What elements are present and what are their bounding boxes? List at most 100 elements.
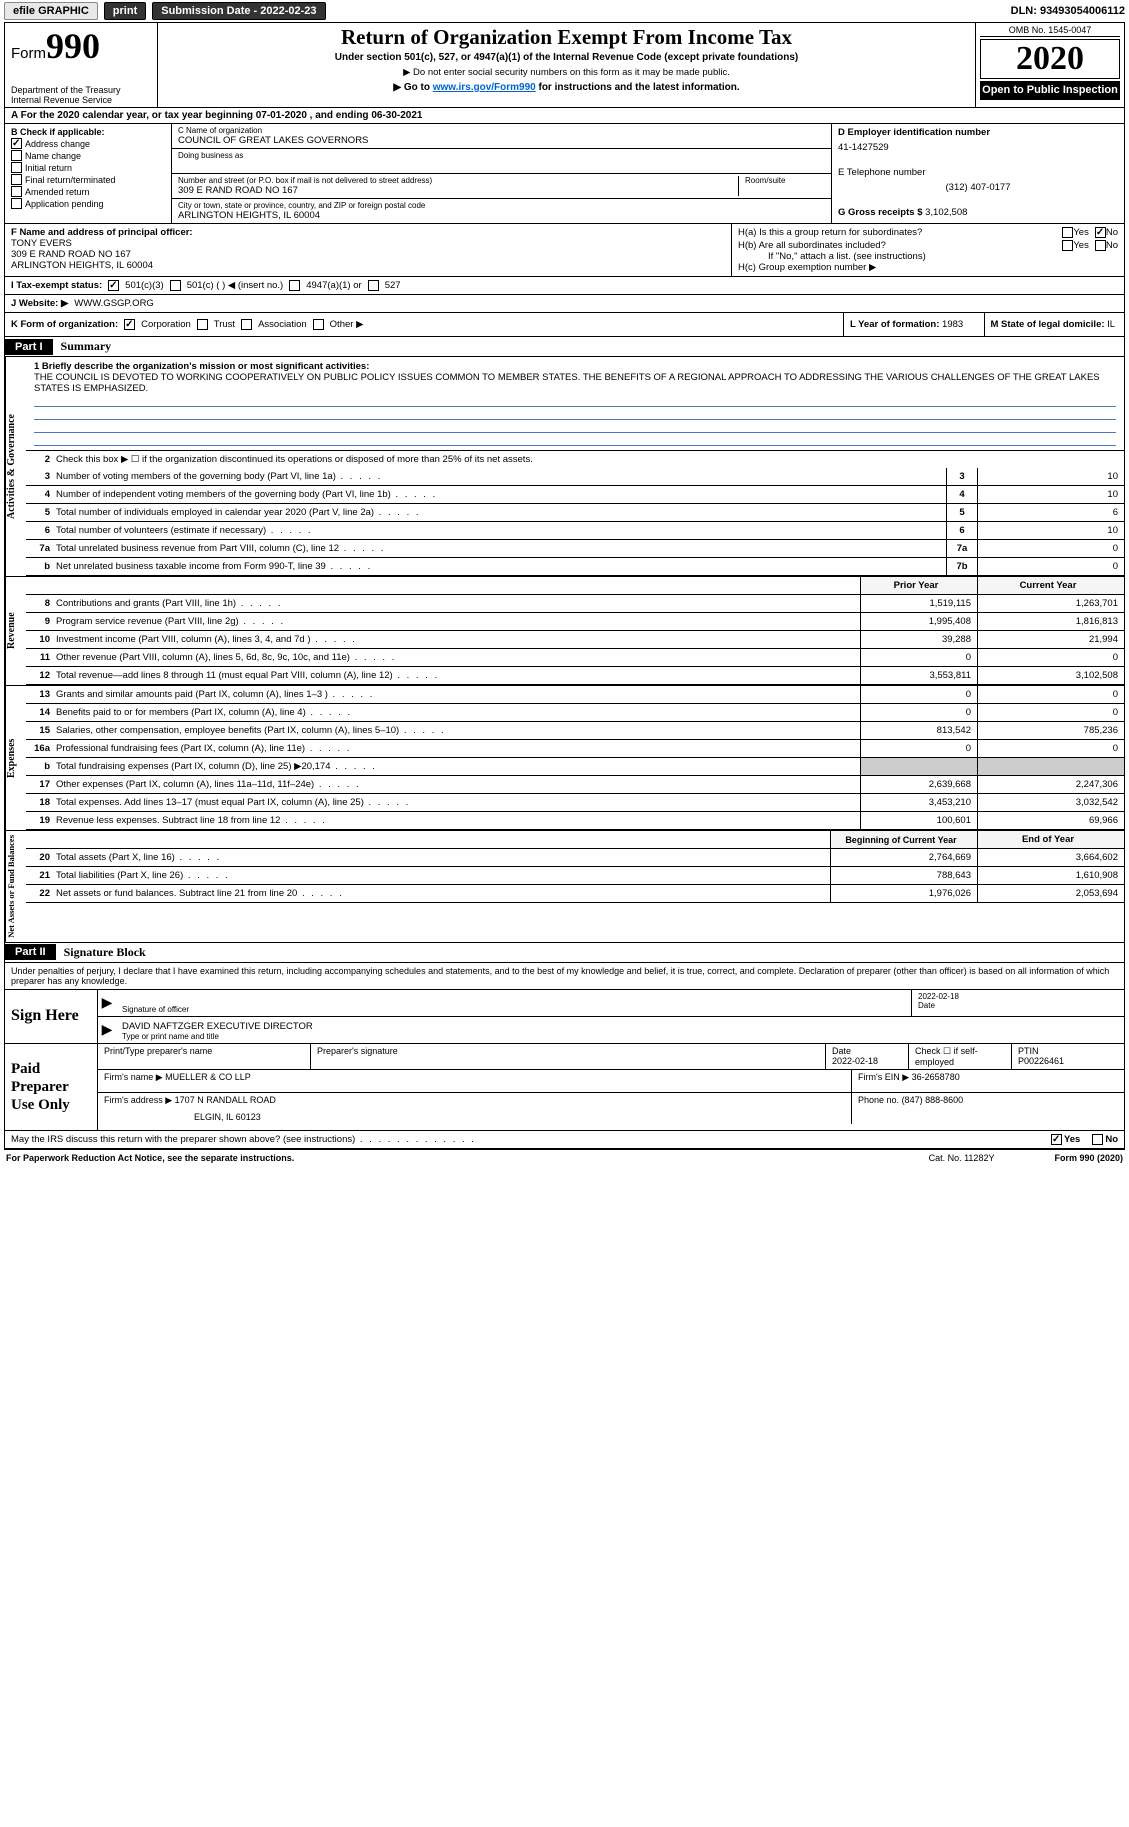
row-box: 7b [946,558,977,575]
print-button[interactable]: print [104,2,146,20]
row-num: 22 [26,888,56,899]
check-other[interactable] [313,319,324,330]
check-501c[interactable] [170,280,181,291]
officer-name: TONY EVERS [11,238,725,249]
part2-title: Signature Block [56,943,154,962]
governance-section: Activities & Governance 1 Briefly descri… [5,357,1124,577]
row-num: 9 [26,616,56,627]
dept-label: Department of the Treasury [11,85,151,95]
governance-side-label: Activities & Governance [5,357,26,576]
check-4947[interactable] [289,280,300,291]
end-year-header: End of Year [977,831,1124,848]
check-527[interactable] [368,280,379,291]
efile-label: efile GRAPHIC [4,2,98,20]
check-corp[interactable] [124,319,135,330]
row-desc: Professional fundraising fees (Part IX, … [56,742,860,755]
row-desc: Other expenses (Part IX, column (A), lin… [56,778,860,791]
row-desc: Total number of volunteers (estimate if … [56,524,946,537]
gross-value: 3,102,508 [925,207,967,218]
open-public-badge: Open to Public Inspection [980,81,1120,100]
rev-row-12: 12 Total revenue—add lines 8 through 11 … [26,667,1124,685]
firm-addr2: ELGIN, IL 60123 [104,1112,845,1122]
part2-badge: Part II [5,944,56,960]
row-klm: K Form of organization: Corporation Trus… [5,313,1124,337]
check-501c3[interactable] [108,280,119,291]
check-amended[interactable] [11,186,22,197]
ha-yes-check[interactable] [1062,227,1073,238]
prep-self-emp: Check ☐ if self-employed [909,1044,1012,1069]
form-org-label: K Form of organization: [11,319,118,330]
gov-row-5: 5 Total number of individuals employed i… [26,504,1124,522]
line2-desc: Check this box ▶ ☐ if the organization d… [56,453,1124,466]
ha-no-check[interactable] [1095,227,1106,238]
sig-arrow-1: ▶ [98,990,116,1016]
prior-year-header: Prior Year [860,577,977,594]
blue-line-3 [34,420,1116,433]
check-label-4: Amended return [25,187,90,197]
row-val: 10 [977,522,1124,539]
hb-yes-check[interactable] [1062,240,1073,251]
section-h: H(a) Is this a group return for subordin… [732,224,1124,276]
gov-row-3: 3 Number of voting members of the govern… [26,468,1124,486]
addr-value: 309 E RAND ROAD NO 167 [178,185,738,196]
row-num: 10 [26,634,56,645]
exp-row-b: b Total fundraising expenses (Part IX, c… [26,758,1124,776]
section-f: F Name and address of principal officer:… [5,224,732,276]
row-num: 7a [26,543,56,554]
sig-arrow-2: ▶ [98,1017,116,1043]
note2-pre: ▶ Go to [393,82,432,93]
discuss-no-check[interactable] [1092,1134,1103,1145]
begin-year-header: Beginning of Current Year [830,831,977,848]
sig-date-label: Date [918,1001,1118,1010]
net-row-22: 22 Net assets or fund balances. Subtract… [26,885,1124,903]
dba-label: Doing business as [178,151,825,160]
domicile-label: M State of legal domicile: [991,319,1105,330]
opt-501c3: 501(c)(3) [125,280,164,291]
part2-header-row: Part II Signature Block [5,943,1124,963]
check-address-change[interactable] [11,138,22,149]
row-desc: Benefits paid to or for members (Part IX… [56,706,860,719]
check-initial-return[interactable] [11,162,22,173]
rev-row-9: 9 Program service revenue (Part VIII, li… [26,613,1124,631]
mission-text: THE COUNCIL IS DEVOTED TO WORKING COOPER… [34,372,1116,394]
row-prior: 813,542 [860,722,977,739]
discuss-row: May the IRS discuss this return with the… [5,1131,1124,1149]
prep-ptin: P00226461 [1018,1056,1118,1066]
row-curr: 3,032,542 [977,794,1124,811]
check-trust[interactable] [197,319,208,330]
prep-ptin-label: PTIN [1018,1046,1118,1056]
row-desc: Total expenses. Add lines 13–17 (must eq… [56,796,860,809]
gov-row-7a: 7a Total unrelated business revenue from… [26,540,1124,558]
row-num: 14 [26,707,56,718]
row-desc: Net unrelated business taxable income fr… [56,560,946,573]
irs-link[interactable]: www.irs.gov/Form990 [433,82,536,93]
row-box: 5 [946,504,977,521]
row-val: 10 [977,468,1124,485]
submission-date-button[interactable]: Submission Date - 2022-02-23 [152,2,325,20]
org-name: COUNCIL OF GREAT LAKES GOVERNORS [178,135,825,146]
row-desc: Total liabilities (Part X, line 26) [56,869,830,882]
mission-label: 1 Briefly describe the organization's mi… [34,361,1116,372]
row-val: 6 [977,504,1124,521]
exp-row-18: 18 Total expenses. Add lines 13–17 (must… [26,794,1124,812]
row-num: 19 [26,815,56,826]
sig-date: 2022-02-18 [918,992,1118,1001]
row-prior: 788,643 [830,867,977,884]
row-desc: Other revenue (Part VIII, column (A), li… [56,651,860,664]
discuss-yes-check[interactable] [1051,1134,1062,1145]
check-final-return[interactable] [11,174,22,185]
phone-value: (312) 407-0177 [838,182,1118,193]
section-b-label: B Check if applicable: [11,127,165,137]
row-prior [860,758,977,775]
check-name-change[interactable] [11,150,22,161]
check-application-pending[interactable] [11,198,22,209]
check-assoc[interactable] [241,319,252,330]
blue-line-4 [34,433,1116,446]
hb-note: If "No," attach a list. (see instruction… [738,251,1118,262]
sig-name: DAVID NAFTZGER EXECUTIVE DIRECTOR [122,1021,1118,1032]
check-label-1: Name change [25,151,81,161]
hb-no-check[interactable] [1095,240,1106,251]
check-label-2: Initial return [25,163,72,173]
row-curr: 1,816,813 [977,613,1124,630]
revenue-header-row: Prior Year Current Year [26,577,1124,595]
